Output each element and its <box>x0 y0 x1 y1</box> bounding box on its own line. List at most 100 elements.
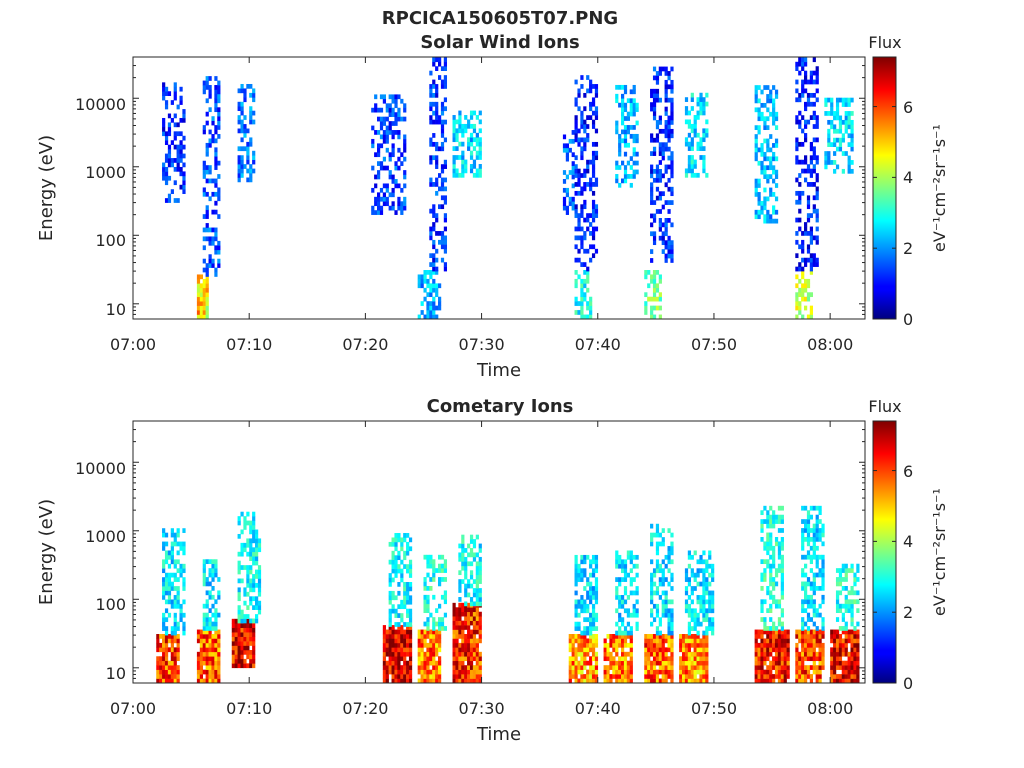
flux-pixel <box>603 678 607 684</box>
flux-pixel <box>841 585 845 591</box>
flux-pixel <box>408 559 413 565</box>
flux-pixel <box>208 178 212 184</box>
flux-pixel <box>693 128 697 134</box>
flux-pixel <box>690 599 694 605</box>
flux-pixel <box>618 603 622 609</box>
flux-pixel <box>801 647 805 653</box>
flux-pixel <box>830 669 834 675</box>
flux-pixel <box>249 623 253 629</box>
flux-pixel <box>766 125 770 130</box>
flux-pixel <box>780 629 784 635</box>
flux-pixel <box>435 57 439 63</box>
flux-pixel <box>176 532 180 538</box>
flux-pixel <box>618 665 622 670</box>
flux-pixel <box>237 159 241 165</box>
flux-pixel <box>478 634 482 639</box>
flux-pixel <box>818 674 822 679</box>
flux-pixel <box>440 577 445 582</box>
flux-pixel <box>774 603 779 609</box>
flux-pixel <box>217 125 221 130</box>
flux-pixel <box>162 617 166 623</box>
flux-pixel <box>850 674 854 679</box>
flux-pixel <box>571 138 575 144</box>
flux-pixel <box>658 669 662 675</box>
flux-pixel <box>772 550 776 556</box>
flux-pixel <box>458 611 462 617</box>
flux-pixel <box>394 629 398 635</box>
flux-pixel <box>252 556 256 561</box>
flux-pixel <box>655 283 660 289</box>
flux-pixel <box>844 608 848 613</box>
flux-pixel <box>690 651 694 657</box>
flux-pixel <box>774 647 779 653</box>
flux-pixel <box>615 174 619 179</box>
flux-pixel <box>385 629 389 635</box>
flux-pixel <box>850 160 854 165</box>
flux-pixel <box>208 642 212 648</box>
flux-pixel <box>856 590 860 596</box>
flux-pixel <box>847 115 851 121</box>
flux-pixel <box>234 663 238 669</box>
flux-pixel <box>702 638 706 644</box>
flux-pixel <box>774 196 779 202</box>
flux-pixel <box>664 71 668 76</box>
flux-pixel <box>708 595 712 600</box>
flux-pixel <box>687 656 692 662</box>
flux-pixel <box>690 586 694 591</box>
flux-pixel <box>217 647 221 653</box>
flux-pixel <box>705 101 709 107</box>
flux-pixel <box>711 568 715 574</box>
flux-pixel <box>461 534 465 540</box>
flux-pixel <box>217 665 221 670</box>
flux-pixel <box>429 577 433 582</box>
flux-pixel <box>583 634 587 639</box>
flux-pixel <box>217 660 221 666</box>
flux-pixel <box>475 168 479 174</box>
flux-pixel <box>664 218 668 223</box>
flux-pixel <box>774 111 779 117</box>
flux-pixel <box>780 621 784 627</box>
flux-pixel <box>809 674 814 679</box>
flux-pixel <box>394 533 398 538</box>
flux-pixel <box>594 128 599 134</box>
flux-pixel <box>658 218 662 223</box>
flux-pixel <box>394 555 398 561</box>
flux-pixel <box>211 626 215 631</box>
flux-pixel <box>652 93 657 99</box>
flux-pixel <box>243 645 247 651</box>
flux-pixel <box>205 612 209 618</box>
flux-pixel <box>467 638 471 644</box>
flux-pixel <box>199 651 204 657</box>
flux-burst <box>754 85 779 224</box>
flux-pixel <box>760 205 764 211</box>
flux-pixel <box>478 110 482 116</box>
flux-pixel <box>423 678 427 684</box>
flux-pixel <box>583 314 587 320</box>
flux-pixel <box>400 568 404 574</box>
flux-pixel <box>844 119 848 125</box>
flux-pixel <box>670 111 674 116</box>
flux-pixel <box>804 537 808 542</box>
flux-pixel <box>658 177 662 183</box>
flux-pixel <box>162 674 166 679</box>
flux-pixel <box>650 642 654 648</box>
flux-pixel <box>435 101 439 107</box>
flux-pixel <box>217 160 221 166</box>
flux-pixel <box>589 634 593 639</box>
colorbar-tick-label: 0 <box>903 674 913 693</box>
flux-pixel <box>809 235 814 241</box>
flux-pixel <box>632 111 636 117</box>
flux-pixel <box>699 155 703 160</box>
flux-pixel <box>429 656 433 662</box>
flux-pixel <box>650 651 654 657</box>
flux-pixel <box>757 129 761 135</box>
flux-pixel <box>838 119 843 125</box>
flux-pixel <box>214 678 218 684</box>
flux-pixel <box>455 660 459 666</box>
flux-pixel <box>705 92 709 98</box>
flux-pixel <box>580 239 584 245</box>
flux-pixel <box>591 204 596 210</box>
flux-pixel <box>772 629 776 635</box>
flux-pixel <box>667 656 671 662</box>
flux-pixel <box>246 574 250 579</box>
